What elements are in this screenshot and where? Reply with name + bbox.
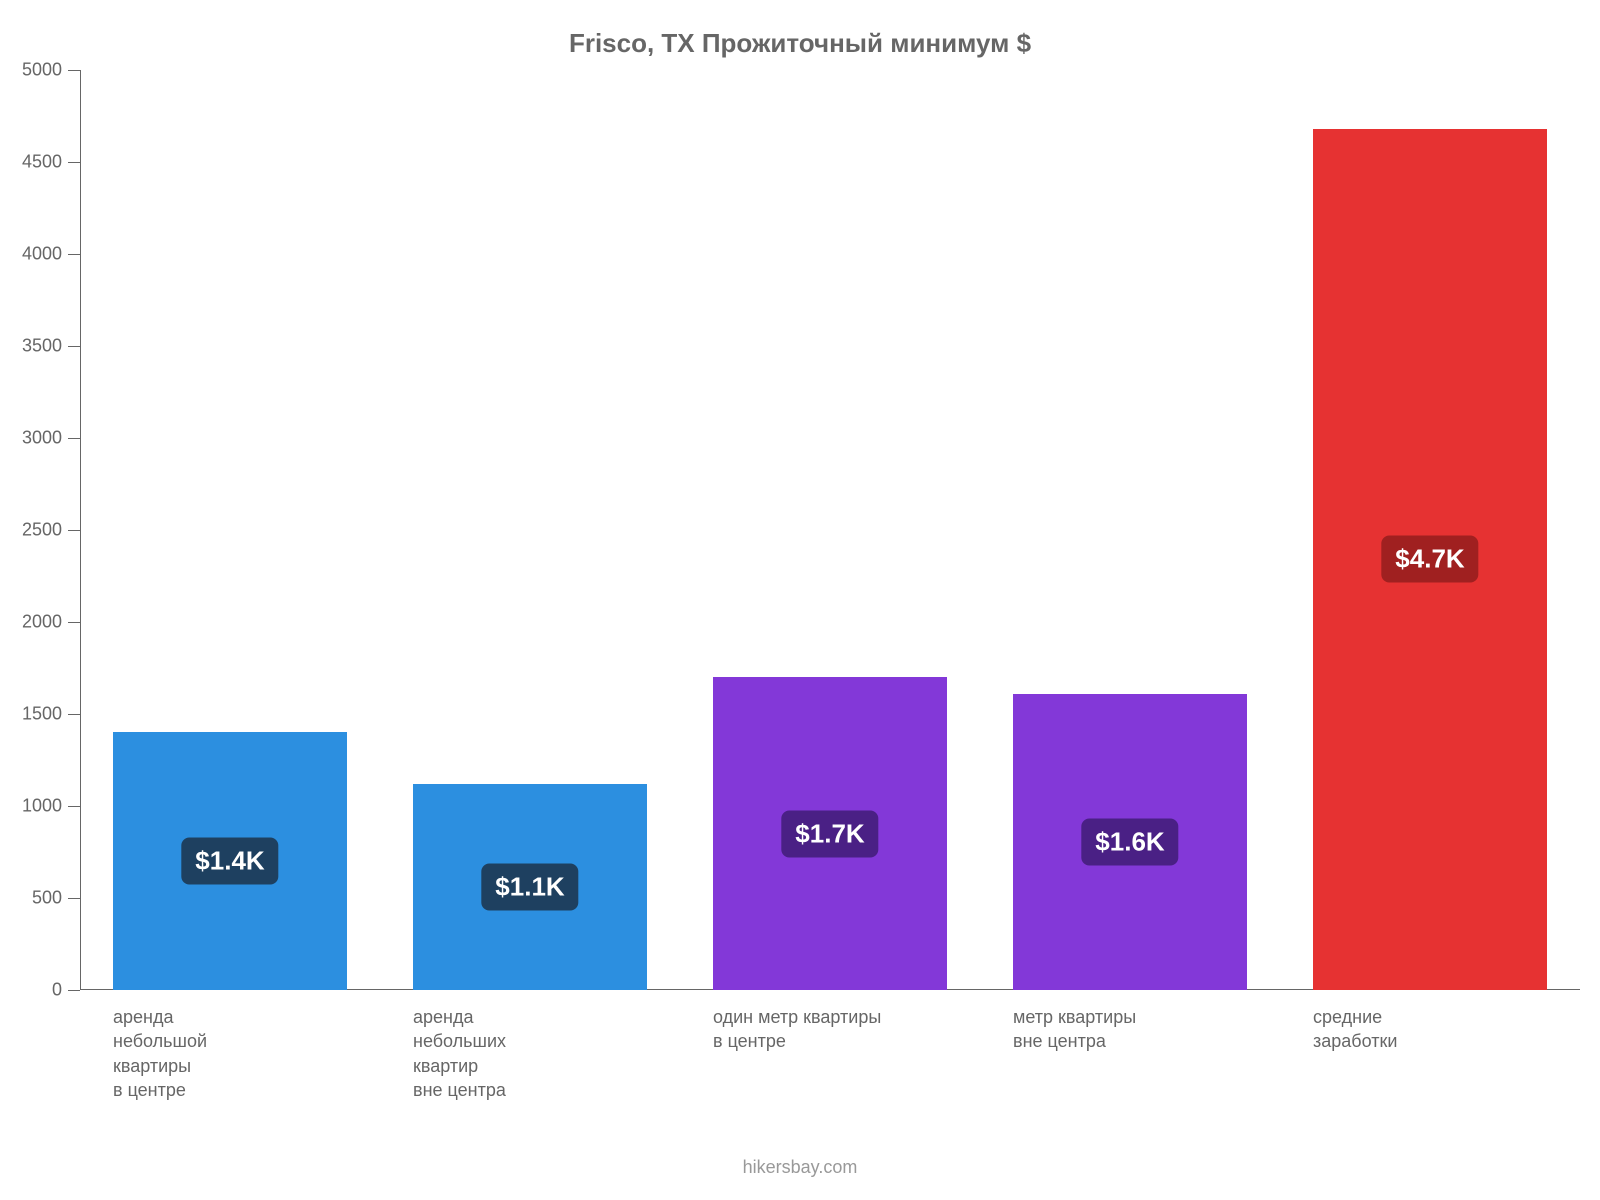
y-axis: [80, 70, 81, 990]
y-tick-label: 4000: [22, 244, 80, 265]
y-tick-label: 3000: [22, 428, 80, 449]
y-tick-label: 2500: [22, 520, 80, 541]
y-tick-label: 500: [32, 888, 80, 909]
x-category-label: аренда небольшой квартиры в центре: [113, 1005, 347, 1102]
y-tick-label: 2000: [22, 612, 80, 633]
y-tick-label: 1000: [22, 796, 80, 817]
y-tick-label: 3500: [22, 336, 80, 357]
bar-value-label: $1.7K: [781, 810, 878, 857]
plot-area: 0500100015002000250030003500400045005000…: [80, 70, 1580, 990]
y-tick-label: 0: [52, 980, 80, 1001]
y-tick-label: 5000: [22, 60, 80, 81]
x-category-label: средние заработки: [1313, 1005, 1547, 1054]
bar-value-label: $1.1K: [481, 863, 578, 910]
x-category-label: один метр квартиры в центре: [713, 1005, 947, 1054]
bar-value-label: $1.4K: [181, 838, 278, 885]
bar-value-label: $1.6K: [1081, 818, 1178, 865]
y-tick-label: 1500: [22, 704, 80, 725]
chart-container: Frisco, TX Прожиточный минимум $ 0500100…: [0, 0, 1600, 1200]
x-category-label: метр квартиры вне центра: [1013, 1005, 1247, 1054]
x-category-label: аренда небольших квартир вне центра: [413, 1005, 647, 1102]
y-tick-label: 4500: [22, 152, 80, 173]
chart-title: Frisco, TX Прожиточный минимум $: [0, 28, 1600, 59]
bar-value-label: $4.7K: [1381, 536, 1478, 583]
chart-footer: hikersbay.com: [0, 1157, 1600, 1178]
